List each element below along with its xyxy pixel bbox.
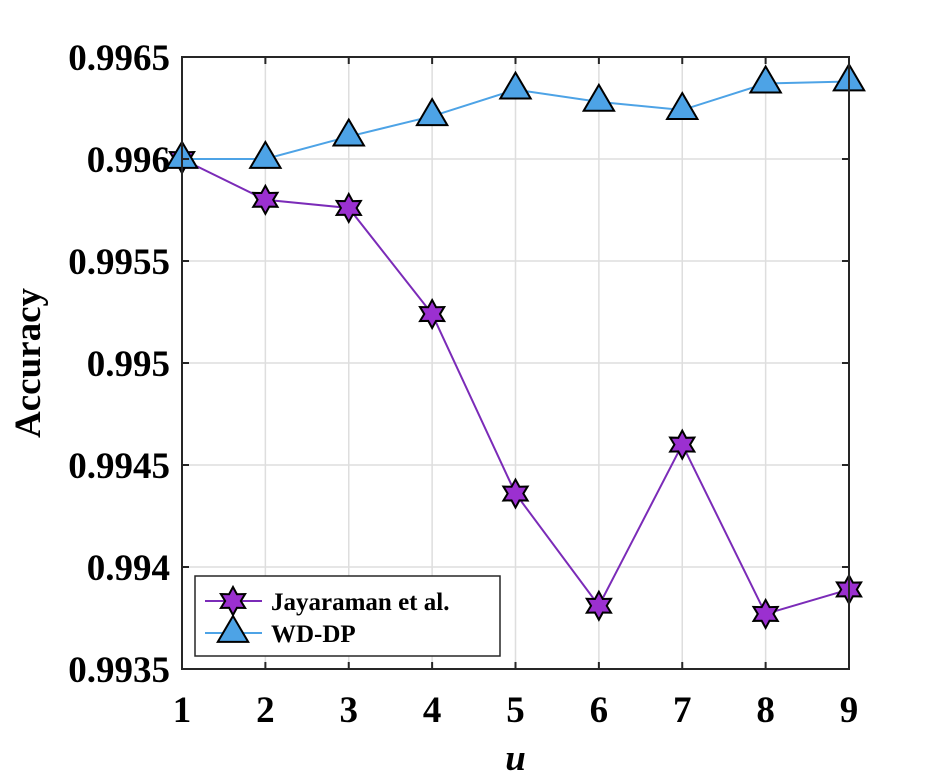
data-point	[334, 191, 363, 225]
data-point	[581, 82, 616, 112]
data-point	[418, 297, 447, 331]
y-tick-label: 0.995	[87, 344, 170, 385]
x-tick-label: 1	[173, 690, 192, 731]
x-tick-label: 9	[840, 690, 859, 731]
y-tick-label: 0.9945	[68, 446, 170, 487]
y-tick-label: 0.9935	[68, 650, 170, 691]
data-point	[415, 97, 450, 127]
x-tick-label: 7	[673, 690, 692, 731]
data-point	[665, 91, 700, 120]
data-point	[331, 117, 366, 147]
x-tick-label: 6	[590, 690, 609, 731]
y-tick-label: 0.996	[87, 140, 170, 181]
data-point	[584, 589, 613, 622]
y-tick-label: 0.9955	[68, 242, 170, 283]
legend-label: Jayaraman et al.	[271, 589, 449, 616]
data-point	[251, 183, 280, 216]
legend: Jayaraman et al. WD-DP	[194, 575, 501, 657]
data-point	[498, 70, 533, 100]
data-point	[751, 597, 780, 631]
x-tick-label: 4	[423, 690, 442, 731]
x-tick-label: 8	[756, 690, 775, 731]
axes: 1 2 3 4 5 6 7 8 9 0.9935 0.994 0.9945 0.995 0.9955 0.9…	[68, 38, 858, 731]
y-axis-title: Accuracy	[8, 288, 49, 438]
data-point	[501, 477, 530, 510]
x-tick-label: 5	[506, 690, 525, 731]
y-tick-label: 0.994	[87, 548, 170, 589]
data-point	[668, 428, 697, 461]
legend-marker	[216, 614, 250, 643]
y-tick-label: 0.9965	[68, 38, 170, 79]
x-tick-label: 2	[256, 690, 275, 731]
x-tick-label: 3	[340, 690, 359, 731]
data-point	[748, 64, 783, 94]
data-point	[248, 140, 283, 169]
legend-label: WD-DP	[271, 621, 356, 648]
x-axis-title: u	[505, 738, 526, 779]
